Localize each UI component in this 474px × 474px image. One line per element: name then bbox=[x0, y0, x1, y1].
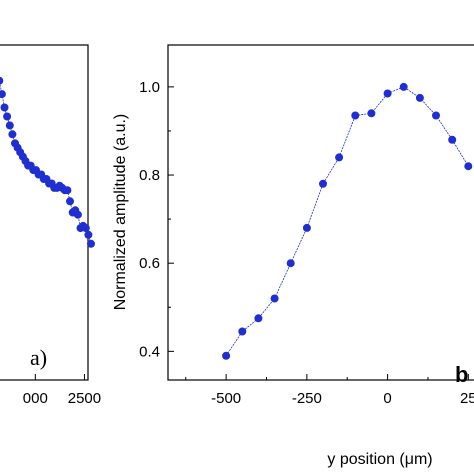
panel-a-point bbox=[73, 210, 82, 219]
panel-a-x-ticks: 000 2500 bbox=[23, 374, 101, 407]
panel-a-point bbox=[87, 239, 95, 248]
panel-b-x-tick-label: -500 bbox=[211, 390, 241, 407]
panel-b-series-line bbox=[225, 86, 469, 357]
panel-a-series bbox=[0, 76, 95, 248]
panel-a: 000 2500 a) bbox=[0, 44, 101, 407]
panel-a-x-tick-label: 2500 bbox=[68, 390, 101, 407]
panel-b-point bbox=[351, 111, 360, 120]
panel-b-point bbox=[367, 109, 376, 118]
panel-b-y-tick-label: 0.4 bbox=[139, 343, 160, 360]
panel-b-point bbox=[270, 294, 279, 303]
panel-b-x-axis-label: y position (μm) bbox=[327, 451, 432, 468]
panel-b-point bbox=[448, 135, 457, 144]
panel-b-point bbox=[238, 327, 247, 336]
panel-b-point bbox=[286, 259, 295, 268]
panel-b-y-axis-label: Normalized amplitude (a.u.) bbox=[112, 114, 129, 311]
panel-a-point bbox=[84, 230, 93, 239]
panel-a-point bbox=[0, 76, 4, 85]
panel-b-point bbox=[399, 82, 408, 91]
panel-b-x-tick-label: -250 bbox=[292, 390, 322, 407]
panel-b-point bbox=[254, 314, 263, 323]
panel-a-point bbox=[63, 186, 72, 195]
panel-a-point bbox=[0, 103, 9, 112]
panel-b-x-tick-label: 0 bbox=[383, 390, 391, 407]
panel-b-y-tick-label: 0.8 bbox=[139, 167, 160, 184]
panel-b-x-tick-label: 25 bbox=[460, 390, 474, 407]
panel-a-x-tick-label: 000 bbox=[23, 390, 48, 407]
panel-b-point bbox=[335, 153, 344, 162]
panel-b-point bbox=[432, 111, 440, 120]
panel-a-point bbox=[0, 90, 6, 99]
panel-b-point bbox=[383, 89, 392, 98]
panel-b-point bbox=[319, 179, 327, 188]
panel-b-y-tick-label: 0.6 bbox=[139, 255, 160, 272]
panel-a-point bbox=[3, 112, 12, 121]
panel-a-point bbox=[66, 197, 74, 206]
panel-b-series bbox=[222, 82, 473, 360]
panel-b-point bbox=[415, 93, 424, 102]
panel-b: -500 -250 0 250.40.60.81.0 y position (μm) … bbox=[112, 44, 474, 468]
panel-a-point bbox=[8, 130, 17, 139]
panel-b-frame bbox=[167, 44, 474, 381]
panel-b-point bbox=[464, 162, 473, 171]
panel-b-ticks: -500 -250 0 25 0.4 0.6 0.8 1.0 bbox=[139, 79, 474, 407]
panel-b-point bbox=[222, 351, 231, 360]
panel-a-point bbox=[5, 121, 14, 130]
panel-b-point bbox=[302, 223, 311, 232]
panel-b-label: b bbox=[455, 362, 468, 387]
panel-a-point bbox=[81, 224, 90, 233]
panel-a-frame bbox=[0, 44, 89, 381]
panel-b-y-tick-label: 1.0 bbox=[139, 79, 160, 96]
panel-a-label: a) bbox=[30, 345, 47, 370]
